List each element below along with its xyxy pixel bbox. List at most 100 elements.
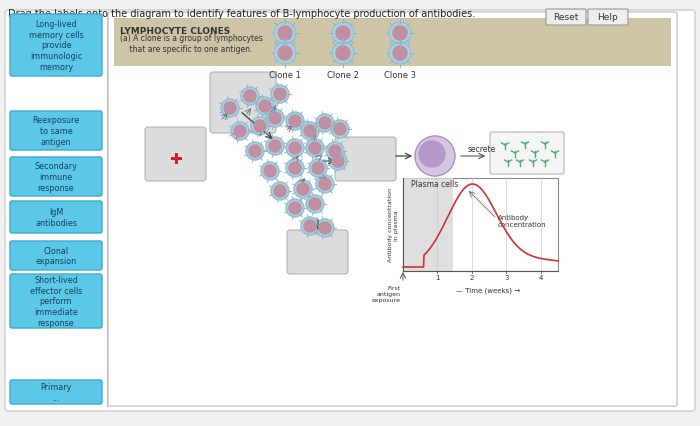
Text: — Time (weeks) →: — Time (weeks) → [456,287,521,294]
Circle shape [251,118,269,136]
Circle shape [301,123,319,141]
Circle shape [332,43,354,65]
Circle shape [231,123,249,141]
Text: Reexposure
to same
antigen: Reexposure to same antigen [32,116,80,147]
Circle shape [278,47,292,61]
Text: Reset: Reset [553,14,579,23]
Circle shape [278,27,292,41]
Circle shape [246,143,264,161]
Circle shape [244,91,256,103]
Circle shape [332,23,354,45]
Circle shape [393,27,407,41]
Circle shape [269,113,281,125]
Circle shape [301,218,319,236]
Circle shape [274,89,286,101]
Text: 1: 1 [435,274,440,280]
Circle shape [329,153,347,170]
Circle shape [269,141,281,153]
FancyBboxPatch shape [588,10,628,26]
FancyBboxPatch shape [546,10,586,26]
Circle shape [286,160,304,178]
Circle shape [289,116,301,128]
Text: LYMPHOCYTE CLONES: LYMPHOCYTE CLONES [120,27,230,36]
Text: 3: 3 [504,274,509,280]
FancyBboxPatch shape [108,13,677,406]
Text: Secondary
immune
response: Secondary immune response [34,162,78,192]
Circle shape [294,181,312,199]
Circle shape [309,160,327,178]
Circle shape [336,47,350,61]
Circle shape [319,118,331,130]
Circle shape [274,186,286,198]
Bar [403,178,558,271]
Circle shape [289,163,301,175]
FancyBboxPatch shape [10,380,102,404]
Circle shape [312,163,324,175]
FancyBboxPatch shape [335,138,396,181]
Circle shape [393,47,407,61]
Circle shape [286,140,304,158]
Bar [403,178,453,271]
Circle shape [309,143,321,155]
Circle shape [259,101,271,113]
Circle shape [306,196,324,213]
Text: Antibody
concentration: Antibody concentration [498,215,547,228]
Circle shape [389,23,411,45]
Circle shape [329,146,341,158]
FancyBboxPatch shape [10,201,102,233]
Text: First
antigen
exposure: First antigen exposure [372,285,401,302]
Circle shape [221,100,239,118]
Circle shape [264,166,276,178]
Circle shape [266,138,284,155]
Text: Antibody concentration
in plasma: Antibody concentration in plasma [389,188,399,262]
Circle shape [271,86,289,104]
FancyBboxPatch shape [10,242,102,271]
Text: Clone 3: Clone 3 [384,71,416,80]
Circle shape [286,199,304,218]
FancyBboxPatch shape [10,158,102,196]
Circle shape [306,140,324,158]
FancyBboxPatch shape [10,274,102,328]
Text: IgM
antibodies: IgM antibodies [35,207,77,227]
FancyBboxPatch shape [490,132,564,175]
Circle shape [234,126,246,138]
Circle shape [319,178,331,190]
Circle shape [331,121,349,139]
Circle shape [304,126,316,138]
Circle shape [286,113,304,131]
Circle shape [332,155,344,167]
Text: Help: Help [598,14,618,23]
Circle shape [304,221,316,233]
FancyBboxPatch shape [10,112,102,151]
Circle shape [326,143,344,161]
Text: (a) A clone is a group of lymphocytes
    that are specific to one antigen.: (a) A clone is a group of lymphocytes th… [120,34,262,54]
Bar [114,19,671,67]
Circle shape [254,121,266,132]
Circle shape [289,143,301,155]
Circle shape [274,23,296,45]
Text: Primary
...: Primary ... [41,382,71,402]
Circle shape [316,219,334,237]
Text: Drag the labels onto the diagram to identify features of B-lymphocyte production: Drag the labels onto the diagram to iden… [8,9,475,19]
Circle shape [266,110,284,128]
Circle shape [334,124,346,136]
Circle shape [274,43,296,65]
Circle shape [256,98,274,116]
Circle shape [389,43,411,65]
Text: Clone 1: Clone 1 [269,71,301,80]
Circle shape [297,184,309,196]
Circle shape [261,163,279,181]
Circle shape [271,183,289,201]
Text: 4: 4 [538,274,543,280]
FancyBboxPatch shape [287,230,348,274]
Circle shape [415,137,455,177]
Circle shape [316,115,334,132]
Text: 2: 2 [470,274,474,280]
Circle shape [241,88,259,106]
FancyBboxPatch shape [145,128,206,181]
Text: Clone 2: Clone 2 [327,71,359,80]
Text: Long-lived
memory cells
provide
immunologic
memory: Long-lived memory cells provide immunolo… [29,20,83,72]
Circle shape [336,27,350,41]
Circle shape [419,142,445,167]
Circle shape [289,202,301,215]
